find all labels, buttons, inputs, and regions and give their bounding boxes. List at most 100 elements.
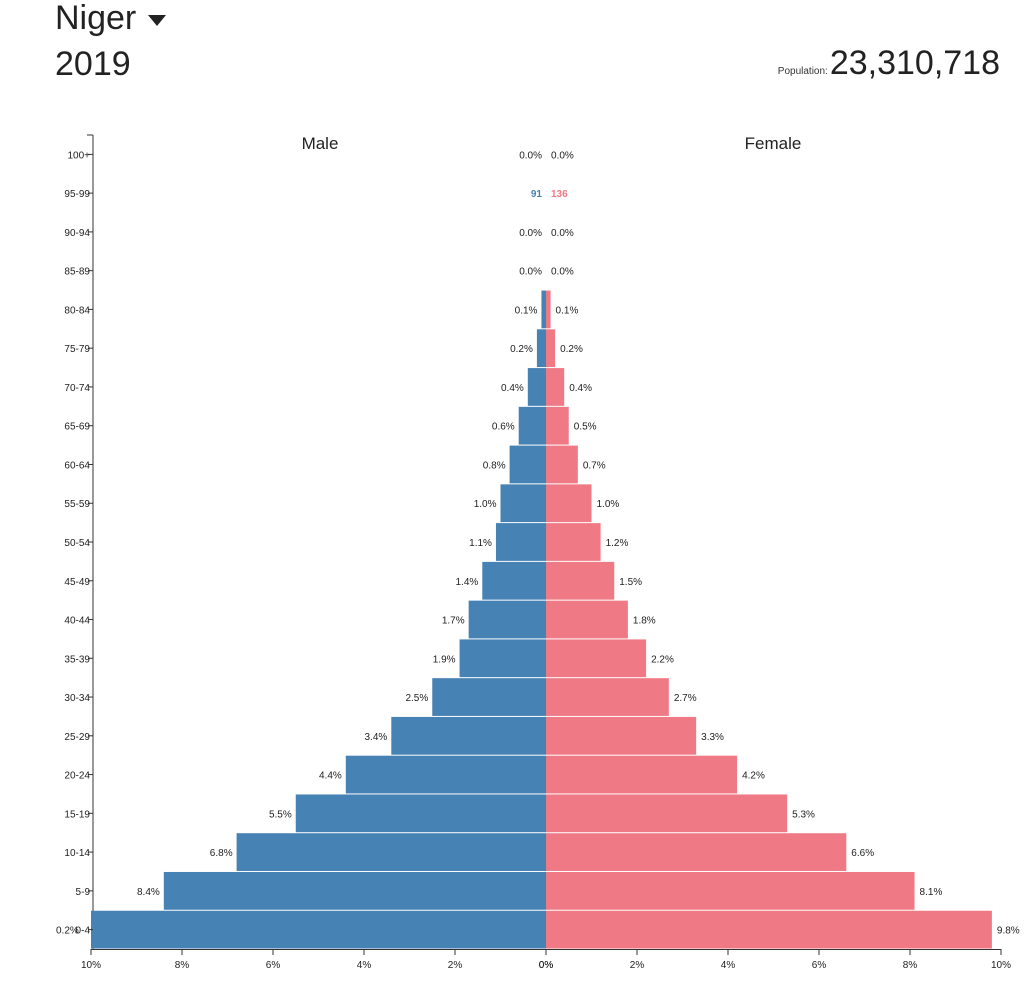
x-tick-label-left-2: 6% — [266, 960, 281, 971]
female-bar-45-49[interactable] — [546, 561, 615, 600]
age-label-80-84: 80-84 — [64, 305, 90, 316]
age-label-10-14: 10-14 — [64, 848, 90, 859]
population-label: Population: — [777, 66, 828, 77]
male-value-75-79: 0.2% — [510, 344, 533, 355]
male-value-20-24: 4.4% — [319, 771, 342, 782]
female-value-45-49: 1.5% — [619, 577, 642, 588]
male-bar-10-14[interactable] — [236, 833, 546, 871]
x-tick-label-right-1: 2% — [630, 960, 645, 971]
country-selector[interactable]: Niger — [55, 0, 167, 37]
female-value-35-39: 2.2% — [651, 654, 674, 665]
population-display: Population: 23,310,718 — [778, 44, 1000, 83]
age-label-20-24: 20-24 — [64, 771, 90, 782]
male-value-15-19: 5.5% — [269, 809, 292, 820]
age-label-15-19: 15-19 — [64, 809, 90, 820]
male-value-25-29: 3.4% — [365, 732, 388, 743]
male-value-85-89: 0.0% — [519, 267, 542, 278]
male-value-0-4: 0.2% — [56, 926, 79, 937]
male-value-40-44: 1.7% — [442, 616, 465, 627]
age-label-70-74: 70-74 — [64, 383, 90, 394]
age-label-5-9: 5-9 — [76, 887, 91, 898]
female-bar-50-54[interactable] — [546, 523, 601, 561]
x-tick-label-left-3: 4% — [357, 960, 372, 971]
male-bar-15-19[interactable] — [295, 794, 546, 833]
male-value-90-94: 0.0% — [519, 228, 542, 239]
female-bar-30-34[interactable] — [546, 678, 669, 716]
male-value-10-14: 6.8% — [210, 848, 233, 859]
age-label-65-69: 65-69 — [64, 422, 90, 433]
male-bar-70-74[interactable] — [527, 368, 546, 406]
female-value-90-94: 0.0% — [551, 228, 574, 239]
age-label-30-34: 30-34 — [64, 693, 90, 704]
male-value-5-9: 8.4% — [137, 887, 160, 898]
age-label-25-29: 25-29 — [64, 732, 90, 743]
female-bar-55-59[interactable] — [546, 484, 592, 523]
male-value-60-64: 0.8% — [483, 460, 506, 471]
female-bar-70-74[interactable] — [546, 368, 565, 406]
male-value-35-39: 1.9% — [433, 654, 456, 665]
x-tick-label-right-3: 6% — [812, 960, 827, 971]
male-bar-25-29[interactable] — [391, 716, 546, 755]
female-value-60-64: 0.7% — [583, 460, 606, 471]
male-bar-45-49[interactable] — [482, 561, 546, 600]
female-value-15-19: 5.3% — [792, 809, 815, 820]
male-value-55-59: 1.0% — [474, 499, 497, 510]
female-bar-80-84[interactable] — [546, 290, 551, 329]
female-bar-15-19[interactable] — [546, 794, 788, 833]
male-bar-50-54[interactable] — [495, 523, 546, 561]
age-label-40-44: 40-44 — [64, 616, 90, 627]
age-label-55-59: 55-59 — [64, 499, 90, 510]
male-value-95-99: 91 — [531, 189, 543, 200]
male-bar-5-9[interactable] — [163, 871, 547, 910]
male-value-30-34: 2.5% — [405, 693, 428, 704]
male-bar-60-64[interactable] — [509, 445, 546, 484]
x-tick-label-left-5: 0% — [539, 960, 554, 971]
age-label-100+: 100+ — [67, 150, 90, 161]
female-value-70-74: 0.4% — [569, 383, 592, 394]
male-bar-35-39[interactable] — [459, 639, 546, 678]
female-bar-35-39[interactable] — [546, 639, 647, 678]
male-bar-65-69[interactable] — [518, 406, 546, 445]
male-bar-30-34[interactable] — [432, 678, 546, 716]
male-bar-40-44[interactable] — [468, 600, 546, 639]
female-value-75-79: 0.2% — [560, 344, 583, 355]
x-tick-label-right-5: 10% — [991, 960, 1011, 971]
female-value-0-4: 9.8% — [997, 926, 1020, 937]
age-label-50-54: 50-54 — [64, 538, 90, 549]
female-bar-60-64[interactable] — [546, 445, 578, 484]
female-bar-75-79[interactable] — [546, 329, 556, 368]
female-bar-0-4[interactable] — [546, 910, 992, 949]
age-label-45-49: 45-49 — [64, 577, 90, 588]
age-label-85-89: 85-89 — [64, 267, 90, 278]
female-value-100+: 0.0% — [551, 150, 574, 161]
year-label: 2019 — [55, 45, 131, 83]
female-value-40-44: 1.8% — [633, 616, 656, 627]
country-name: Niger — [55, 0, 137, 37]
female-value-50-54: 1.2% — [606, 538, 629, 549]
male-bar-20-24[interactable] — [345, 755, 546, 794]
male-bar-75-79[interactable] — [536, 329, 546, 368]
male-bar-80-84[interactable] — [541, 290, 546, 329]
x-tick-label-right-4: 8% — [903, 960, 918, 971]
female-value-55-59: 1.0% — [597, 499, 620, 510]
population-value: 23,310,718 — [829, 44, 1000, 82]
female-bar-65-69[interactable] — [546, 406, 569, 445]
female-value-95-99: 136 — [551, 189, 568, 200]
female-bar-5-9[interactable] — [546, 871, 915, 910]
age-label-35-39: 35-39 — [64, 654, 90, 665]
male-value-100+: 0.0% — [519, 150, 542, 161]
female-bar-40-44[interactable] — [546, 600, 628, 639]
female-bar-25-29[interactable] — [546, 716, 697, 755]
male-bar-0-4[interactable] — [91, 910, 546, 949]
female-bar-10-14[interactable] — [546, 833, 847, 871]
female-bar-20-24[interactable] — [546, 755, 738, 794]
x-tick-label-right-2: 4% — [721, 960, 736, 971]
caret-down-icon[interactable] — [148, 14, 167, 26]
male-bar-55-59[interactable] — [500, 484, 547, 523]
female-value-80-84: 0.1% — [556, 305, 579, 316]
x-tick-label-left-4: 2% — [448, 960, 463, 971]
age-label-60-64: 60-64 — [64, 460, 90, 471]
female-value-20-24: 4.2% — [742, 771, 765, 782]
male-value-45-49: 1.4% — [456, 577, 479, 588]
